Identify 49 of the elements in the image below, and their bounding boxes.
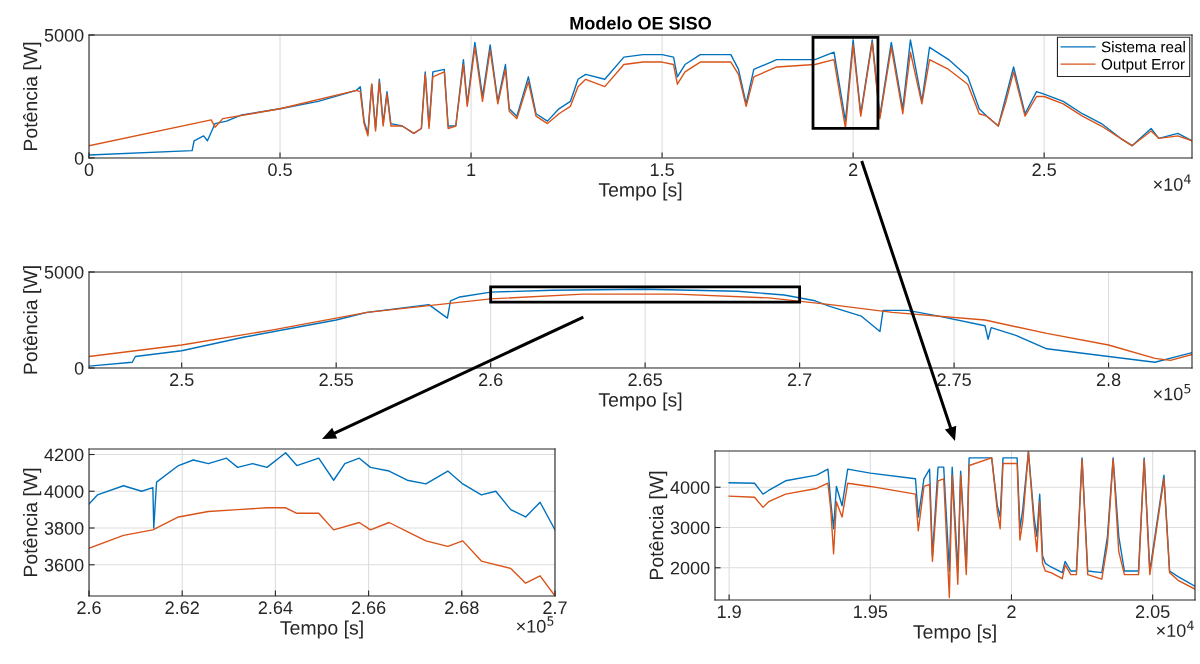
x-tick-label: 2.68 xyxy=(445,601,479,615)
y-axis-title: Potência [W] xyxy=(23,42,42,151)
x-tick-label: 2.7 xyxy=(543,601,567,614)
y-tick-label: 4200 xyxy=(44,448,84,462)
y-tick-label: 3000 xyxy=(670,521,710,535)
x-tick-label: 1.9 xyxy=(717,605,741,619)
text: ×10$^{5}$ xyxy=(1153,384,1191,401)
x-tick-label: 1.95 xyxy=(854,605,888,619)
x-tick-label: 2.65 xyxy=(628,373,662,387)
x-tick-label: 2.7 xyxy=(787,373,812,386)
x-tick-label: 2.05 xyxy=(1135,605,1170,619)
y-tick-label: 0 xyxy=(74,151,84,165)
y-tick-label: 2000 xyxy=(670,561,710,575)
x-tick-label: 2 xyxy=(849,163,858,176)
y-axis-title: Potência [W] xyxy=(23,468,42,577)
x-tick-label: 2.6 xyxy=(479,373,503,387)
y-tick-label: 5000 xyxy=(44,28,84,42)
x-tick-label: 2.66 xyxy=(351,601,386,615)
text: ×10$^{5}$ xyxy=(516,616,554,633)
x-tick-label: 2.62 xyxy=(165,601,199,615)
x-tick-label: 1 xyxy=(467,163,476,176)
x-axis-title: Tempo [s] xyxy=(913,624,996,643)
y-axis-title: Potência [W] xyxy=(649,471,668,580)
legend-label: Sistema real xyxy=(1101,41,1185,53)
chart-title: Modelo OE SISO xyxy=(570,16,711,30)
text: ×10$^{4}$ xyxy=(1156,620,1194,637)
x-tick-label: 2 xyxy=(1007,605,1016,618)
x-tick-label: 2.5 xyxy=(170,373,194,387)
x-tick-label: 2.8 xyxy=(1096,373,1121,387)
y-tick-label: 4000 xyxy=(44,485,84,498)
x-tick-label: 2.55 xyxy=(319,373,353,387)
x-axis-title: Tempo [s] xyxy=(280,620,363,639)
x-tick-label: 2.6 xyxy=(77,601,101,615)
x-axis-title: Tempo [s] xyxy=(598,392,682,411)
x-tick-label: 1.5 xyxy=(650,163,674,177)
x-tick-label: 2.5 xyxy=(1032,163,1056,177)
y-tick-label: 3600 xyxy=(44,558,84,572)
y-axis-title: Potência [W] xyxy=(23,266,42,374)
x-tick-label: 0 xyxy=(84,163,94,177)
y-tick-label: 0 xyxy=(74,361,84,375)
x-tick-label: 2.75 xyxy=(937,373,971,387)
text: ×10$^{4}$ xyxy=(1153,174,1191,191)
x-axis-title: Tempo [s] xyxy=(598,182,682,201)
legend-label: Output Error xyxy=(1101,58,1185,73)
x-tick-label: 0.5 xyxy=(268,163,292,177)
x-tick-label: 2.64 xyxy=(258,601,293,615)
y-tick-label: 4000 xyxy=(670,481,710,494)
y-tick-label: 5000 xyxy=(44,265,84,279)
y-tick-label: 3800 xyxy=(44,521,84,535)
